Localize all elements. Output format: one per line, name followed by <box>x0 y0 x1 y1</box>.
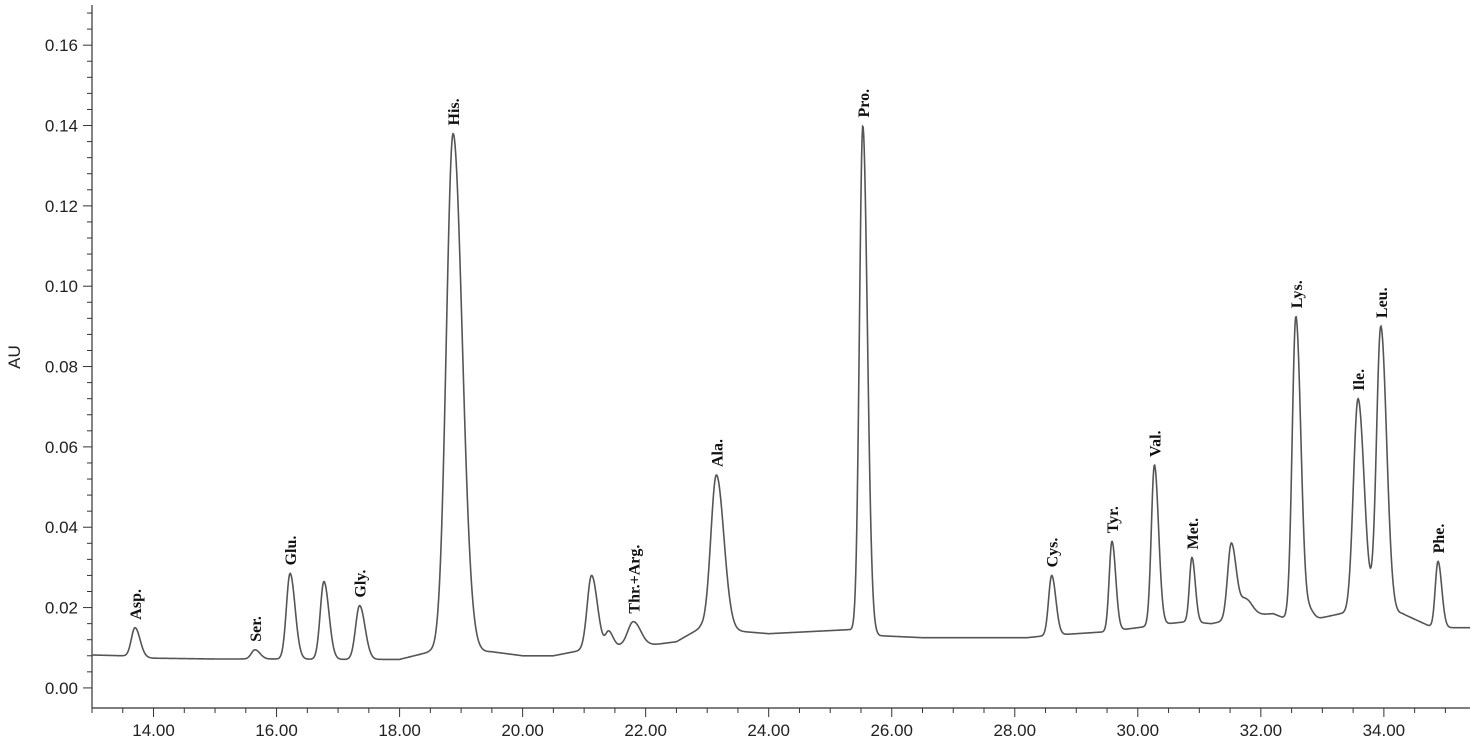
x-tick-label: 26.00 <box>870 721 913 740</box>
peak-label: Met. <box>1185 518 1202 550</box>
x-tick-label: 34.00 <box>1363 721 1406 740</box>
x-tick-label: 24.00 <box>747 721 790 740</box>
y-tick-label: 0.02 <box>45 599 78 618</box>
peak-label: Ser. <box>248 616 265 642</box>
peak-label: Asp. <box>128 589 145 620</box>
x-tick-label: 18.00 <box>378 721 421 740</box>
peak-label: Lys. <box>1289 280 1306 308</box>
peak-label: Cys. <box>1045 538 1062 568</box>
x-tick-label: 20.00 <box>501 721 544 740</box>
peak-label: His. <box>446 98 463 125</box>
y-tick-label: 0.16 <box>45 36 78 55</box>
y-tick-label: 0.08 <box>45 358 78 377</box>
y-tick-label: 0.04 <box>45 518 78 537</box>
y-axis-ticks: 0.00 0.02 0.04 0.06 0.08 0.10 0.12 0.14 0.16 <box>45 12 92 698</box>
peak-label: Gly. <box>353 570 370 598</box>
peak-labels: Asp. Ser. Glu. Gly. His. Thr.+Arg. Ala. Pro. Cys… <box>128 89 1448 642</box>
peak-label: Val. <box>1147 430 1164 457</box>
peak-label: Leu. <box>1374 287 1391 318</box>
x-tick-label: 30.00 <box>1117 721 1160 740</box>
x-tick-label: 28.00 <box>993 721 1036 740</box>
x-tick-label: 22.00 <box>624 721 667 740</box>
y-tick-label: 0.06 <box>45 438 78 457</box>
plot-frame <box>91 5 1470 709</box>
peak-label: Phe. <box>1431 524 1448 554</box>
y-axis-title: AU <box>5 345 24 369</box>
x-axis-ticks: 14.00 16.00 18.00 20.00 22.00 24.00 26.00 28.00… <box>91 708 1446 740</box>
x-tick-label: 16.00 <box>255 721 298 740</box>
y-tick-label: 0.10 <box>45 277 78 296</box>
x-tick-label: 32.00 <box>1240 721 1283 740</box>
x-tick-label: 14.00 <box>132 721 175 740</box>
peak-label: Glu. <box>283 536 300 566</box>
y-tick-label: 0.12 <box>45 197 78 216</box>
peak-label: Tyr. <box>1105 506 1122 533</box>
y-tick-label: 0.14 <box>45 117 78 136</box>
peak-label: Thr.+Arg. <box>626 545 643 614</box>
y-tick-label: 0.00 <box>45 679 78 698</box>
peak-label: Pro. <box>856 89 873 118</box>
peak-label: Ala. <box>709 439 726 467</box>
chromatogram-trace <box>91 124 1470 661</box>
peak-label: Ile. <box>1351 369 1368 391</box>
